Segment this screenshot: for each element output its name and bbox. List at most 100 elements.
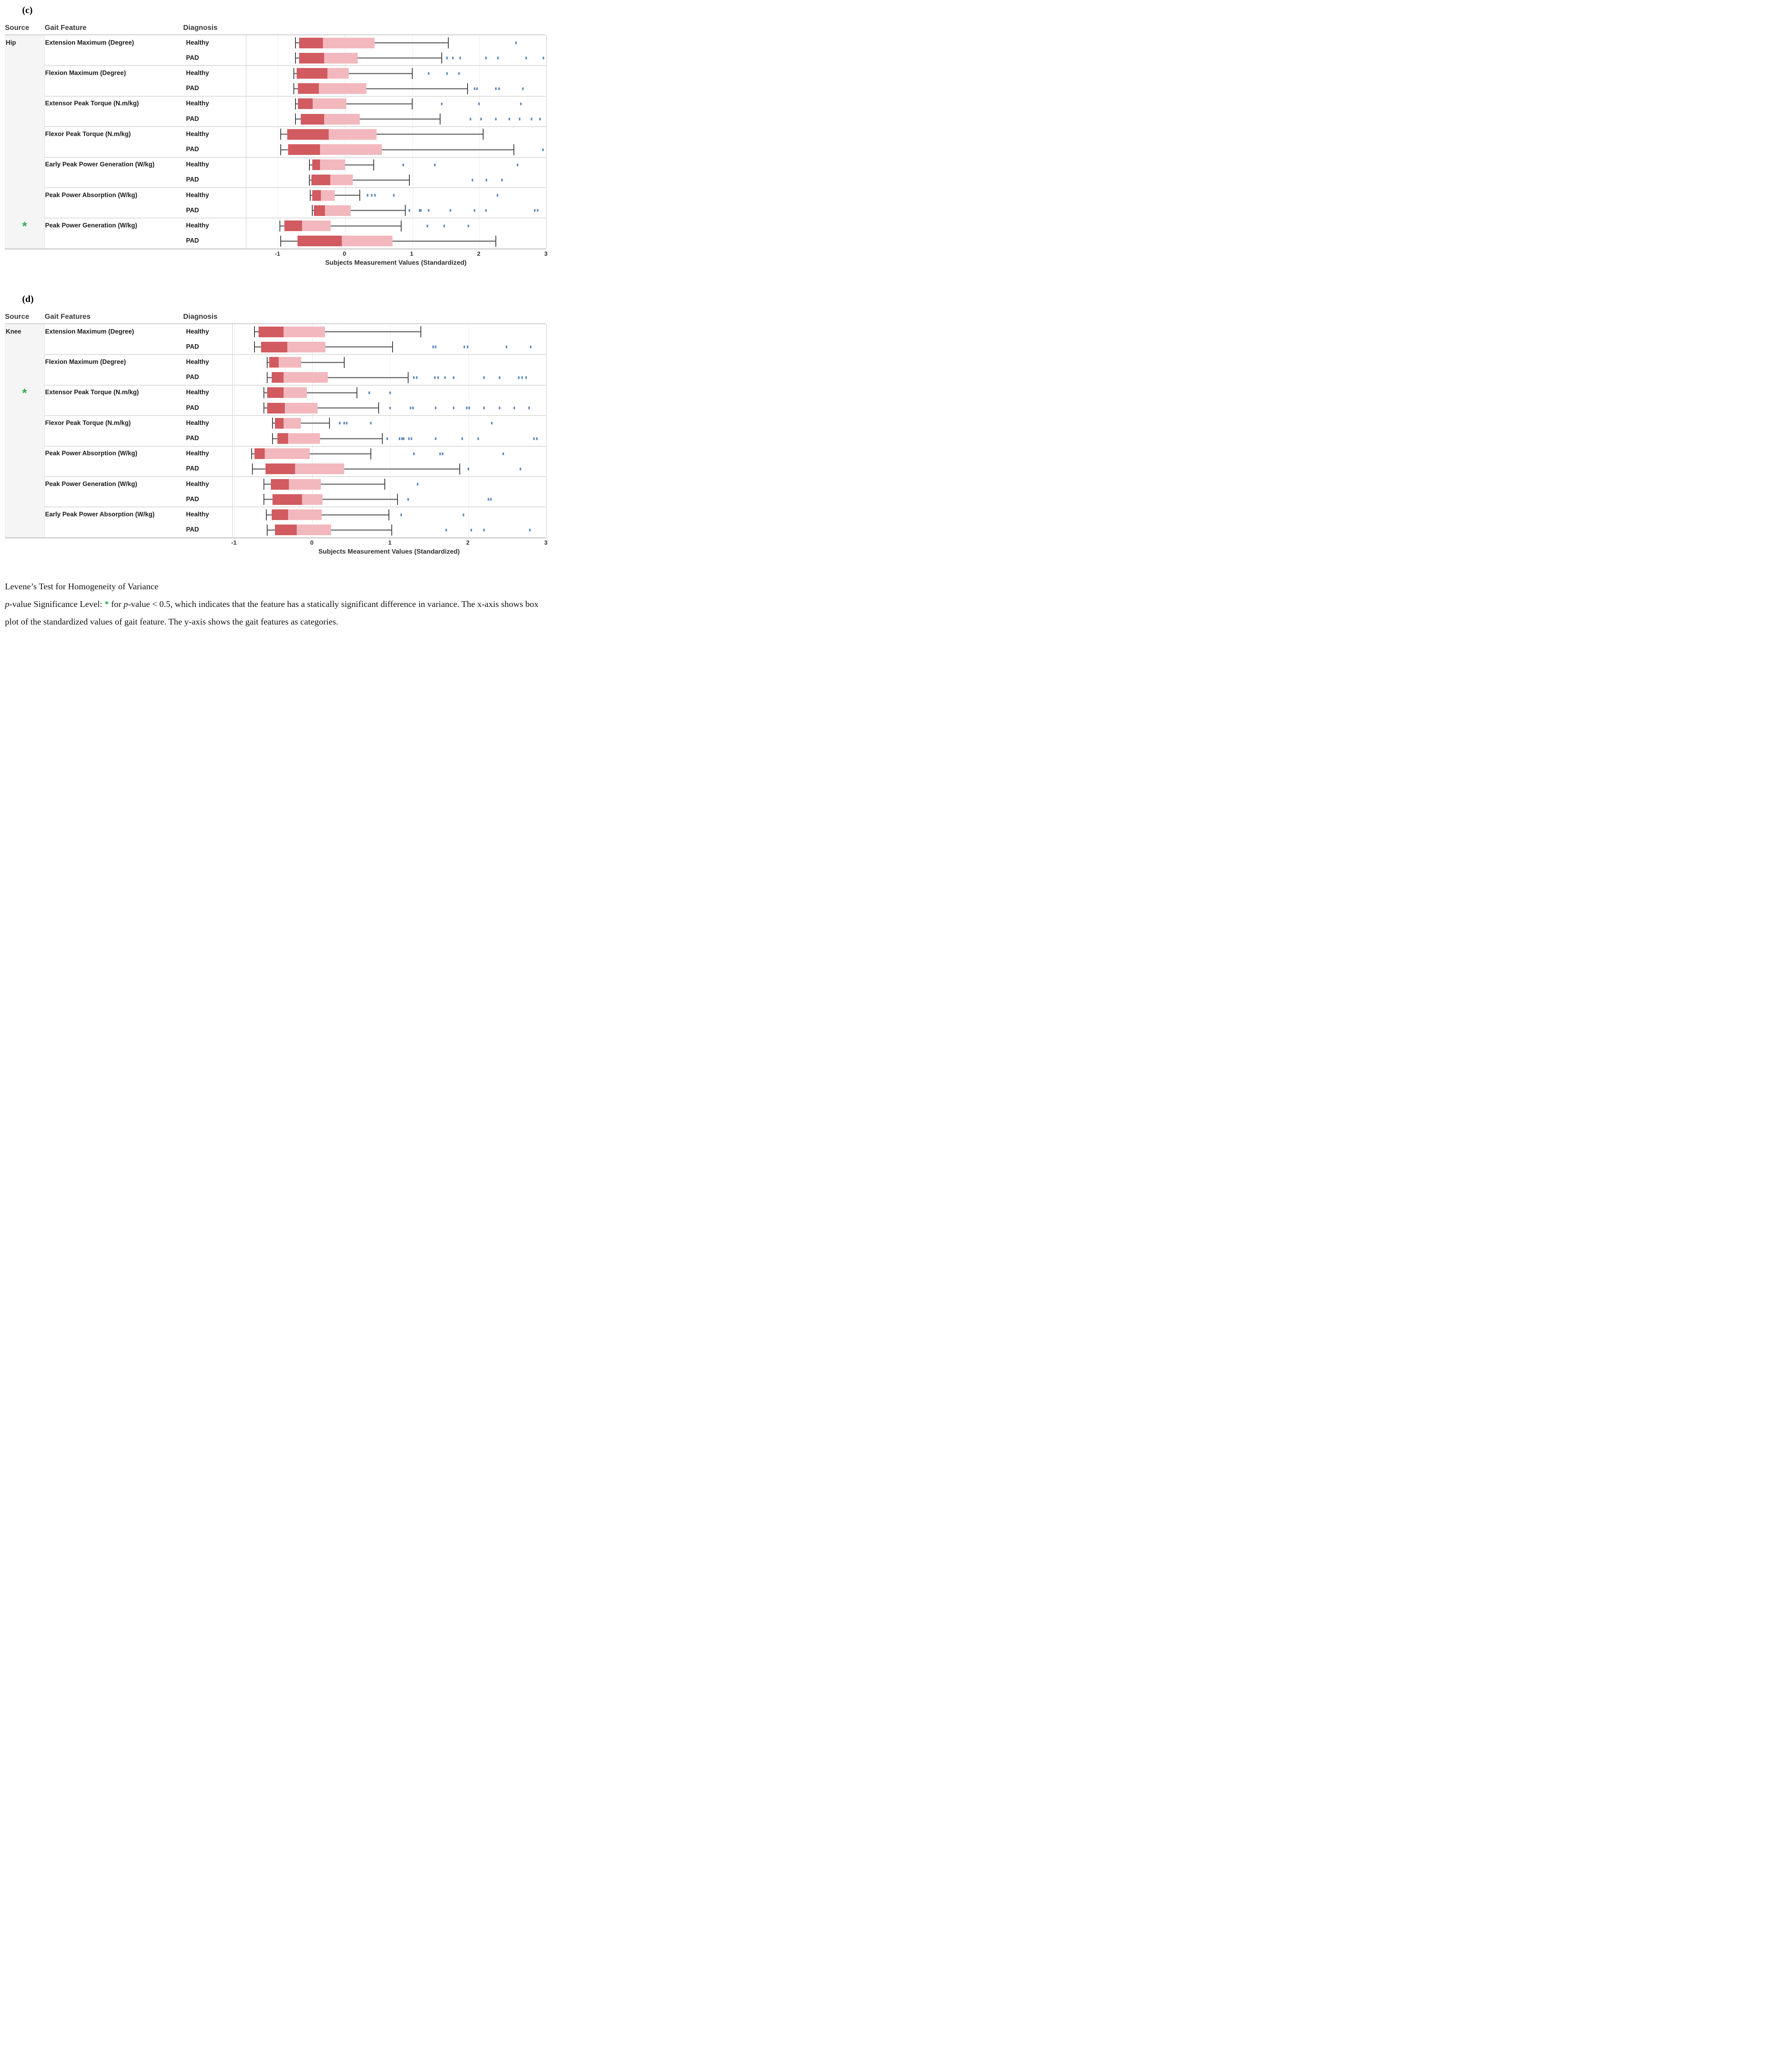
panel-d-body: Knee Extension Maximum (Degree) Healthy PAD… [5, 324, 547, 538]
whisker-line [280, 134, 484, 135]
box-iqr-lower [298, 98, 313, 109]
outlier-dot [520, 467, 522, 470]
outlier-dot [536, 209, 538, 212]
x-tick-label: 3 [544, 250, 548, 257]
caption-paragraph: p-value Significance Level: * for p-valu… [5, 595, 546, 631]
outlier-dot [402, 437, 404, 440]
box-iqr-lower [288, 144, 320, 155]
outlier-dot [413, 452, 415, 455]
whisker-line [267, 377, 409, 378]
x-axis: -1 0 1 2 3 Subjects Measurement Values (Stand… [5, 538, 547, 559]
whisker-cap-high [329, 418, 330, 429]
whisker-cap-low [266, 509, 267, 520]
outlier-dot [338, 422, 341, 425]
outlier-dot [370, 422, 372, 425]
whisker-cap-high [441, 52, 442, 64]
figure-caption: Levene’s Test for Homogeneity of Varianc… [5, 578, 546, 631]
whisker-line [273, 438, 383, 439]
outlier-dot [417, 483, 418, 486]
box-iqr-lower [261, 341, 288, 352]
box-iqr-lower [267, 402, 285, 413]
diagnosis-label: Healthy [186, 328, 209, 335]
x-tick-label: 3 [544, 539, 548, 546]
outlier-dot [478, 102, 480, 105]
outlier-dot [505, 345, 507, 349]
source-column-divider [44, 324, 45, 538]
whisker-cap-low [293, 83, 295, 94]
outlier-dot [502, 452, 504, 455]
whisker-cap-low [272, 433, 273, 444]
whisker-cap-high [397, 494, 398, 505]
column-header-source: Source [5, 312, 30, 320]
outlier-dot [418, 209, 420, 212]
outlier-dot [374, 194, 376, 197]
diagnosis-label: Healthy [186, 359, 209, 366]
whisker-cap-low [293, 68, 295, 79]
gridline [234, 324, 235, 538]
box-iqr-lower [254, 448, 265, 459]
significance-asterisk: * [22, 386, 27, 400]
whisker-cap-high [382, 433, 383, 444]
box-iqr-lower [273, 494, 302, 505]
outlier-dot [389, 407, 391, 410]
box-iqr-lower [272, 509, 288, 520]
whisker-cap-low [309, 190, 311, 201]
outlier-dot [452, 407, 454, 410]
group-separator [45, 95, 546, 97]
x-tick-label: 1 [388, 539, 392, 546]
zero-gridline [312, 324, 313, 538]
outlier-dot [496, 194, 498, 197]
whisker-line [251, 453, 371, 454]
outlier-dot [428, 209, 430, 212]
outlier-dot [463, 513, 465, 516]
box-iqr-lower [314, 205, 325, 216]
outlier-dot [463, 345, 466, 349]
column-header-diagnosis: Diagnosis [183, 312, 218, 320]
whisker-cap-high [388, 509, 389, 520]
gridline [390, 324, 391, 538]
outlier-dot [452, 376, 454, 379]
whisker-line [254, 331, 421, 333]
diagnosis-label: Healthy [186, 39, 209, 46]
diagnosis-label: PAD [186, 176, 199, 184]
feature-label: Flexion Maximum (Degree) [45, 359, 126, 366]
outlier-dot [466, 345, 468, 349]
whisker-cap-low [295, 98, 296, 109]
feature-label: Extension Maximum (Degree) [45, 328, 134, 335]
whisker-cap-low [266, 524, 268, 536]
whisker-cap-high [409, 174, 410, 186]
box-iqr-lower [269, 357, 279, 368]
outlier-dot [477, 437, 479, 440]
diagnosis-label: PAD [186, 435, 199, 442]
outlier-dot [427, 224, 429, 227]
feature-label: Peak Power Generation (W/kg) [45, 222, 137, 229]
whisker-cap-low [280, 129, 281, 140]
diagnosis-label: Healthy [186, 389, 209, 396]
box-iqr-lower [287, 129, 329, 140]
x-tick-label: 2 [466, 539, 470, 546]
outlier-dot [491, 422, 493, 425]
outlier-dot [498, 376, 500, 379]
outlier-dot [412, 407, 414, 410]
plot-area [232, 324, 547, 538]
outlier-dot [471, 178, 473, 182]
whisker-line [266, 514, 389, 516]
outlier-dot [516, 163, 518, 166]
whisker-line [295, 103, 412, 104]
whisker-line [312, 210, 406, 211]
box-iqr-lower [311, 175, 330, 186]
outlier-dot [389, 391, 391, 394]
caption-text-segment: * [104, 599, 109, 609]
box-iqr-lower [258, 326, 284, 337]
outlier-dot [480, 118, 482, 121]
whisker-cap-low [252, 463, 253, 475]
outlier-dot [399, 437, 401, 440]
box-iqr-lower [297, 236, 342, 247]
outlier-dot [485, 209, 487, 212]
feature-label: Peak Power Absorption (W/kg) [45, 191, 138, 199]
source-column-background [5, 324, 45, 538]
x-axis: -1 0 1 2 3 Subjects Measurement Values (Stand… [5, 249, 547, 270]
whisker-line [279, 225, 402, 227]
group-separator [45, 384, 546, 386]
box-iqr-lower [312, 159, 320, 170]
